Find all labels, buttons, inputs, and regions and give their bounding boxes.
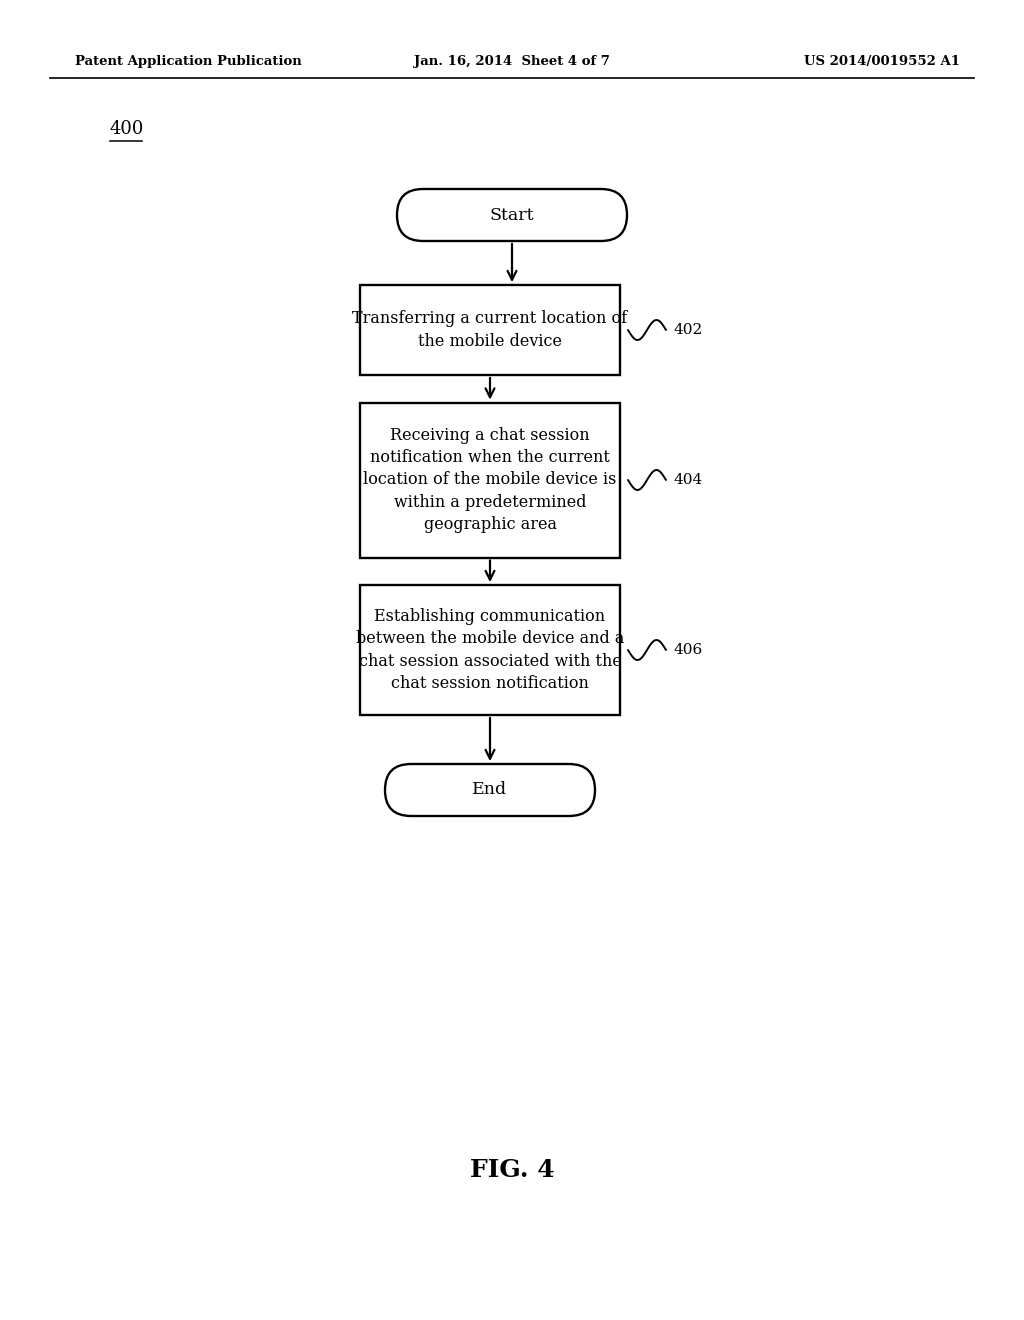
Text: Jan. 16, 2014  Sheet 4 of 7: Jan. 16, 2014 Sheet 4 of 7 [414,55,610,69]
Text: Receiving a chat session
notification when the current
location of the mobile de: Receiving a chat session notification wh… [364,428,616,533]
Text: 404: 404 [674,473,703,487]
Bar [360,585,620,715]
Text: End: End [472,781,508,799]
Text: 400: 400 [110,120,144,139]
Text: 406: 406 [674,643,703,657]
FancyBboxPatch shape [397,189,627,242]
Text: 402: 402 [674,323,703,337]
Text: Patent Application Publication: Patent Application Publication [75,55,302,69]
Bar [360,403,620,557]
FancyBboxPatch shape [385,764,595,816]
Text: Transferring a current location of
the mobile device: Transferring a current location of the m… [352,310,628,350]
Text: FIG. 4: FIG. 4 [470,1158,554,1181]
Text: US 2014/0019552 A1: US 2014/0019552 A1 [804,55,961,69]
Text: Start: Start [489,206,535,223]
Text: Establishing communication
between the mobile device and a
chat session associat: Establishing communication between the m… [355,609,625,692]
Bar [360,285,620,375]
